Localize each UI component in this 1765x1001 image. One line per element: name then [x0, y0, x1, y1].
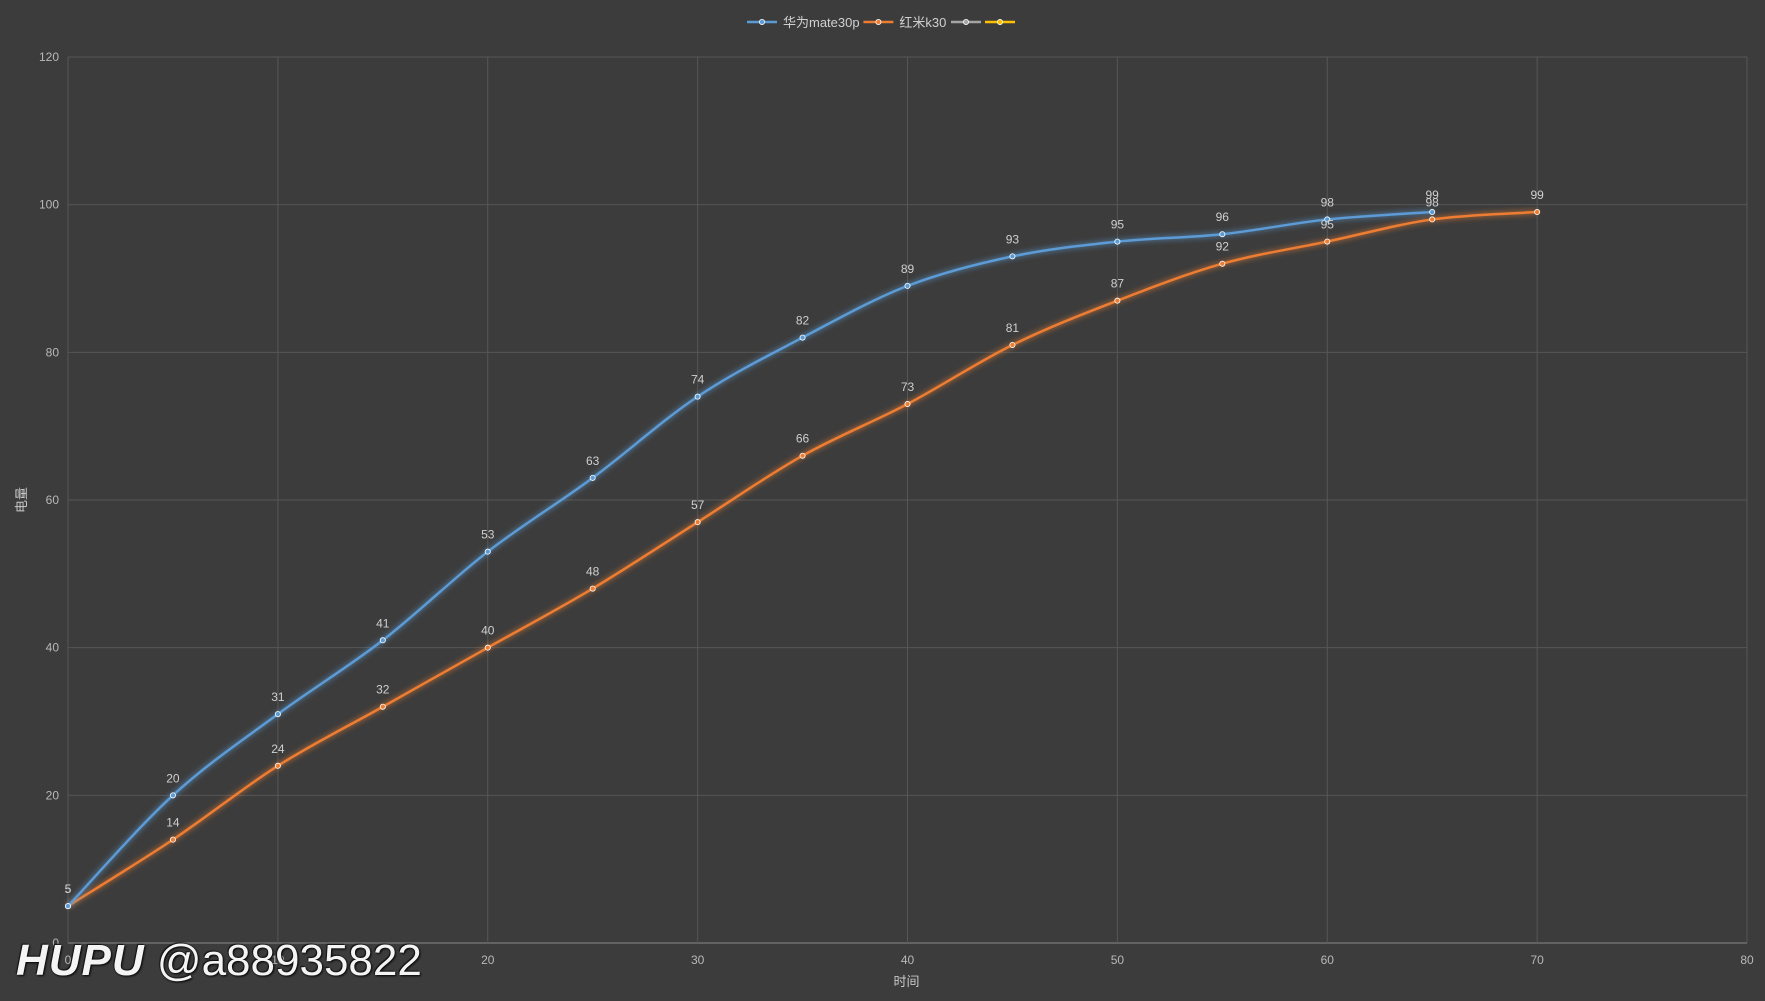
- data-point: [169, 836, 176, 843]
- data-label: 96: [1216, 210, 1230, 224]
- legend-label-0: 华为mate30p: [783, 15, 860, 30]
- data-label: 31: [271, 690, 285, 704]
- legend: 华为mate30p 红米k30: [747, 15, 1015, 30]
- data-point: [65, 903, 72, 910]
- data-label: 73: [901, 380, 915, 394]
- x-tick-label: 40: [901, 953, 915, 967]
- data-label: 99: [1530, 188, 1544, 202]
- x-tick-label: 70: [1530, 953, 1544, 967]
- data-point: [484, 644, 491, 651]
- legend-marker-0: [759, 18, 766, 25]
- data-point: [1429, 216, 1436, 223]
- data-label: 93: [1006, 232, 1020, 246]
- y-tick-label: 60: [46, 493, 60, 507]
- x-tick-label: 20: [481, 953, 495, 967]
- data-point: [274, 762, 281, 769]
- data-label: 87: [1111, 277, 1125, 291]
- data-label: 20: [166, 771, 180, 785]
- data-label: 95: [1111, 218, 1125, 232]
- x-axis-title: 时间: [893, 974, 919, 989]
- data-label: 41: [376, 616, 390, 630]
- data-label: 5: [65, 882, 72, 896]
- y-tick-label: 120: [39, 50, 59, 64]
- data-label: 99: [1426, 188, 1440, 202]
- data-label: 92: [1216, 240, 1230, 254]
- data-point: [799, 452, 806, 459]
- data-label: 66: [796, 432, 810, 446]
- series-lines: [65, 209, 1541, 910]
- data-label: 40: [481, 624, 495, 638]
- data-label: 95: [1321, 218, 1335, 232]
- data-label: 5: [65, 882, 72, 896]
- series-line-0: [67, 210, 1433, 907]
- data-point: [1219, 260, 1226, 267]
- y-tick-label: 0: [52, 936, 59, 950]
- data-point: [484, 548, 491, 555]
- data-point: [1324, 238, 1331, 245]
- data-point: [589, 585, 596, 592]
- data-label: 74: [691, 373, 705, 387]
- data-label: 63: [586, 454, 600, 468]
- y-tick-label: 40: [46, 641, 60, 655]
- x-tick-label: 60: [1321, 953, 1335, 967]
- data-point: [274, 711, 281, 718]
- data-point: [904, 401, 911, 408]
- data-point: [169, 792, 176, 799]
- data-label: 81: [1006, 321, 1020, 335]
- data-point: [379, 637, 386, 644]
- data-label: 48: [586, 565, 600, 579]
- data-point: [1114, 238, 1121, 245]
- data-point: [589, 474, 596, 481]
- y-tick-label: 80: [46, 345, 60, 359]
- y-tick-label: 100: [39, 198, 59, 212]
- y-axis-title: 电量: [14, 487, 29, 513]
- data-point: [694, 393, 701, 400]
- data-label: 82: [796, 314, 810, 328]
- x-tick-label: 30: [691, 953, 705, 967]
- data-point: [1534, 209, 1541, 216]
- y-tick-label: 20: [46, 788, 60, 802]
- legend-marker-1: [875, 18, 882, 25]
- data-label: 14: [166, 816, 180, 830]
- legend-marker-2: [963, 18, 970, 25]
- data-point: [694, 519, 701, 526]
- hupu-watermark: HUPU @a88935822: [16, 936, 422, 986]
- watermark-logo: HUPU: [16, 936, 145, 985]
- data-label: 24: [271, 742, 285, 756]
- x-tick-label: 0: [65, 953, 72, 967]
- axes: 0 20 40 60 80 100 120 0 10 20 30 40 50 60 70 80 时间 电量: [14, 50, 1754, 989]
- data-label: 98: [1321, 195, 1335, 209]
- grid: [67, 56, 1748, 944]
- data-label: 98: [1426, 195, 1440, 209]
- data-point: [1219, 231, 1226, 238]
- x-tick-label: 50: [1111, 953, 1125, 967]
- data-point: [1114, 297, 1121, 304]
- data-point: [799, 334, 806, 341]
- data-label: 89: [901, 262, 915, 276]
- x-tick-label: 80: [1740, 953, 1754, 967]
- data-label: 32: [376, 683, 390, 697]
- legend-marker-3: [997, 18, 1004, 25]
- data-point: [1009, 253, 1016, 260]
- data-point: [379, 703, 386, 710]
- data-label: 57: [691, 498, 705, 512]
- data-point: [904, 282, 911, 289]
- data-point: [1429, 209, 1436, 216]
- x-tick-label: 10: [271, 953, 285, 967]
- data-point: [1324, 216, 1331, 223]
- legend-label-1: 红米k30: [899, 15, 946, 30]
- data-labels: 5142432404857667381879295989952031415363…: [65, 188, 1544, 896]
- series-line-1: [67, 210, 1538, 908]
- watermark-handle: @a88935822: [156, 936, 422, 985]
- data-label: 53: [481, 528, 495, 542]
- data-point: [1009, 341, 1016, 348]
